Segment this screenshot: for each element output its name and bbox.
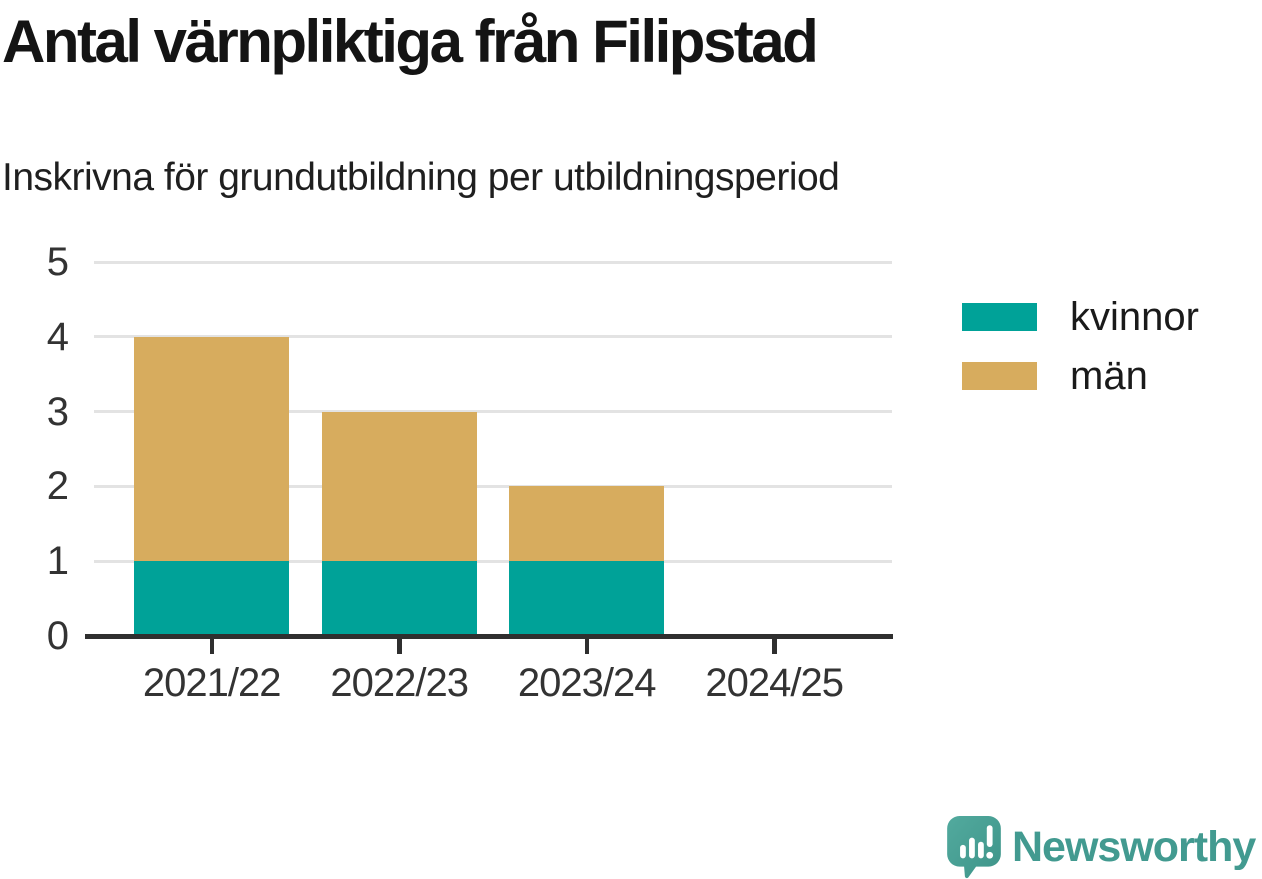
legend-label-man: män: [1070, 354, 1148, 398]
chart-title: Antal värnpliktiga från Filipstad: [2, 8, 819, 75]
gridline-y-5: [94, 260, 892, 264]
x-tick-label: 2021/22: [142, 661, 282, 705]
y-tick-label: 3: [46, 389, 69, 434]
bar-segment-kvinnor-2023-24: [509, 561, 665, 636]
x-tick-mark: [209, 638, 214, 654]
y-tick-label: 5: [46, 240, 69, 284]
gridline-y-2: [94, 484, 892, 488]
x-tick-mark: [397, 638, 402, 654]
x-tick-mark: [584, 638, 589, 654]
x-tick-label: 2024/25: [705, 661, 844, 705]
gridline-y-4: [94, 335, 892, 339]
legend-swatch-man: [962, 362, 1037, 390]
x-axis-line: [85, 633, 893, 639]
newsworthy-logo: Newsworthy: [946, 814, 1258, 879]
legend-swatch-kvinnor: [962, 303, 1037, 331]
x-tick-label: 2023/24: [517, 661, 657, 705]
gridline-y-1: [94, 559, 892, 563]
bar-segment-kvinnor-2022-23: [321, 561, 477, 636]
legend-label-kvinnor: kvinnor: [1070, 295, 1199, 339]
bar-chart-exclamation-glyph: [960, 825, 994, 859]
bar-segment-män-2022-23: [321, 411, 477, 562]
y-tick-label: 1: [46, 539, 69, 584]
x-tick-label: 2022/23: [330, 661, 469, 705]
x-tick-mark: [772, 638, 777, 654]
y-tick-label: 4: [46, 314, 69, 359]
bar-segment-män-2021-22: [134, 336, 290, 562]
bar-segment-män-2023-24: [509, 486, 665, 562]
newsworthy-wordmark: Newsworthy: [1012, 823, 1256, 871]
bar-segment-kvinnor-2021-22: [134, 561, 290, 636]
chart-subtitle: Inskrivna för grundutbildning per utbild…: [2, 156, 840, 199]
gridline-y-3: [94, 410, 892, 414]
y-tick-label: 2: [46, 464, 69, 509]
y-tick-label: 0: [46, 614, 69, 658]
bar-chart-speech-bubble-icon: [947, 816, 1001, 879]
